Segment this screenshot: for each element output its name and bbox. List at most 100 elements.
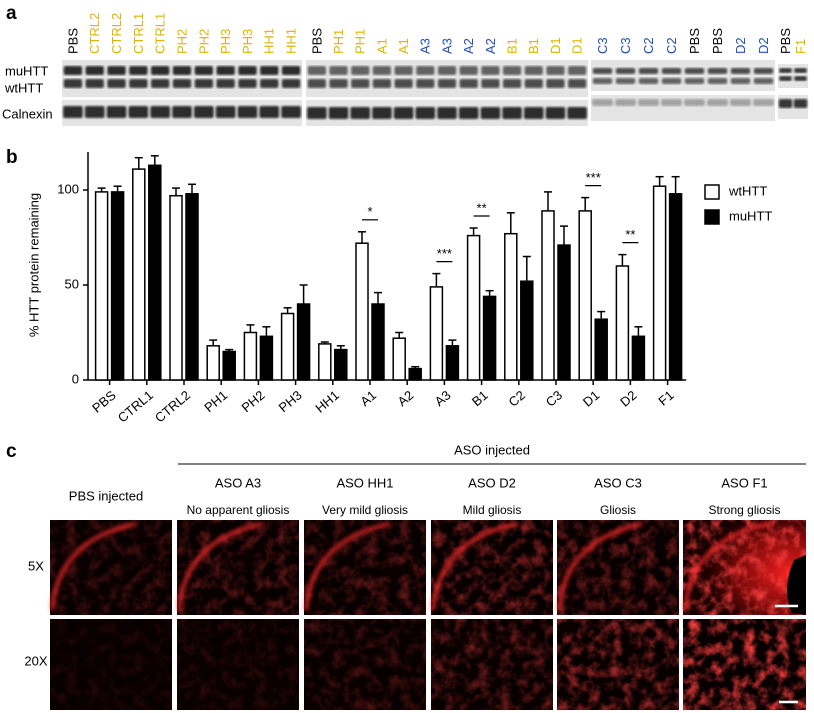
lane-label: PBS — [65, 28, 80, 54]
column-subtitle: Gliosis — [600, 503, 636, 517]
y-tick-label: 50 — [65, 276, 79, 291]
band — [307, 79, 326, 88]
band — [707, 78, 728, 84]
row-label: 20X — [24, 653, 47, 668]
lane-label: CTRL1 — [131, 13, 146, 54]
bar — [132, 168, 146, 381]
bar — [222, 350, 236, 381]
band — [545, 107, 566, 119]
bar — [355, 242, 369, 381]
x-tick-label: A1 — [357, 387, 379, 409]
lane-label: PBS — [710, 28, 725, 54]
band — [63, 106, 83, 118]
x-tick-label: PBS — [89, 387, 119, 415]
band — [260, 66, 279, 75]
lane-label: HH1 — [262, 28, 277, 54]
lane-label: PBS — [778, 28, 793, 54]
band — [372, 66, 392, 75]
panel-label: a — [6, 3, 17, 24]
control-label: PBS injected — [69, 488, 143, 503]
band — [351, 79, 370, 88]
band — [216, 79, 235, 88]
bar — [668, 193, 683, 381]
band — [350, 107, 370, 119]
band — [638, 99, 659, 106]
band — [151, 79, 170, 88]
column-subtitle: Strong gliosis — [708, 503, 780, 517]
micrograph-signal — [683, 520, 806, 615]
band — [730, 78, 751, 84]
band — [684, 78, 705, 84]
band — [238, 66, 257, 75]
bar — [520, 280, 534, 381]
lane-label: A2 — [461, 38, 476, 54]
band — [568, 66, 587, 75]
ventricle — [786, 555, 806, 615]
band — [194, 79, 213, 88]
lane-label: B1 — [505, 38, 520, 54]
x-tick-label: PH1 — [201, 387, 230, 415]
band — [661, 78, 682, 84]
bar — [334, 348, 348, 381]
band — [753, 99, 774, 106]
band — [730, 68, 751, 74]
micrograph-signal — [50, 619, 172, 710]
micrograph-signal — [431, 520, 553, 615]
x-tick-label: B1 — [469, 387, 491, 409]
band — [661, 99, 682, 106]
band — [794, 76, 807, 81]
lane-label: A3 — [439, 38, 454, 54]
lane-label: PBS — [687, 28, 702, 54]
lane-label: F1 — [793, 39, 808, 54]
significance-label: * — [367, 204, 372, 219]
band — [459, 66, 478, 75]
bar — [392, 337, 406, 381]
group-label: ASO injected — [454, 442, 530, 457]
lane-label: PBS — [309, 28, 324, 54]
band — [615, 99, 636, 106]
x-tick-label: F1 — [655, 387, 676, 408]
blot — [62, 60, 302, 97]
cortex-edge — [50, 522, 136, 611]
band — [502, 79, 522, 88]
column-title: ASO A3 — [215, 475, 261, 490]
band — [502, 107, 522, 119]
cortex-edge — [683, 522, 770, 611]
band — [172, 66, 192, 75]
band — [416, 79, 435, 88]
bar — [429, 286, 444, 381]
band — [615, 68, 636, 74]
bar — [169, 194, 183, 381]
band — [437, 66, 457, 75]
band — [307, 66, 326, 75]
band — [524, 66, 543, 75]
cortex-edge — [177, 522, 263, 611]
band — [215, 106, 236, 118]
x-tick-label: A2 — [395, 387, 417, 409]
lane-label: PH1 — [331, 29, 346, 54]
significance-label: ** — [625, 227, 635, 242]
band — [151, 66, 170, 75]
bar — [504, 232, 518, 381]
band — [259, 106, 280, 118]
lane-label: B1 — [526, 38, 541, 54]
band — [260, 79, 279, 88]
band — [793, 99, 808, 108]
band — [238, 79, 257, 88]
x-tick-label: HH1 — [312, 387, 342, 415]
band — [84, 106, 105, 118]
band — [281, 106, 301, 118]
band — [85, 79, 104, 88]
band — [502, 66, 522, 75]
band — [753, 78, 774, 84]
band — [329, 79, 348, 88]
band — [638, 78, 659, 84]
bar — [445, 345, 460, 381]
bar — [615, 265, 630, 381]
column-subtitle: Very mild gliosis — [322, 503, 408, 517]
legend-label: wtHTT — [728, 183, 767, 198]
bar — [94, 191, 109, 381]
bar — [110, 191, 125, 381]
bar — [466, 234, 481, 381]
band — [394, 66, 413, 75]
